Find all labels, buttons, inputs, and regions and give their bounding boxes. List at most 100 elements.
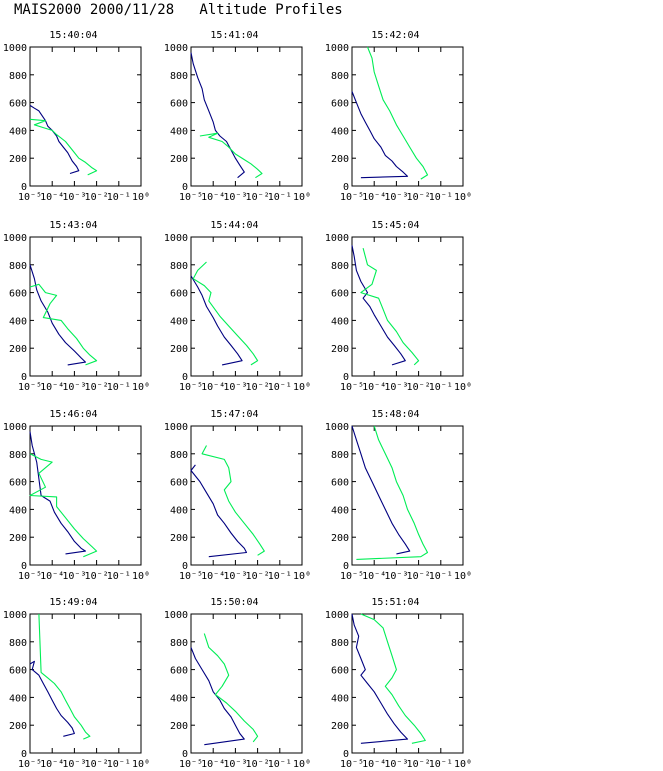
x-tick-label: 10⁻¹ [268,192,292,203]
y-tick-label: 800 [331,71,349,82]
profile-panel: 15:47:040200400600800100010⁻⁵10⁻⁴10⁻³10⁻… [164,409,311,582]
y-tick-label: 0 [182,561,188,572]
y-tick-label: 400 [9,693,27,704]
x-tick-label: 10⁻² [246,192,270,203]
profile-line [29,104,80,175]
x-tick-label: 10⁻¹ [429,759,453,770]
y-tick-label: 1000 [164,422,188,433]
x-tick-label: 10⁻⁴ [362,192,386,203]
x-tick-label: 10⁻⁴ [362,382,386,393]
x-tick-label: 10⁻⁴ [40,382,64,393]
x-tick-label: 10⁻³ [223,759,247,770]
x-tick-label: 10⁻¹ [268,382,292,393]
x-tick-label: 10⁻¹ [107,192,131,203]
y-tick-label: 1000 [3,422,27,433]
y-tick-label: 1000 [3,233,27,244]
x-tick-label: 10⁰ [454,382,472,393]
x-tick-label: 10⁻² [407,571,431,582]
x-tick-label: 10⁻³ [62,759,86,770]
profile-panel: 15:44:040200400600800100010⁻⁵10⁻⁴10⁻³10⁻… [164,220,311,393]
x-tick-label: 10⁻⁴ [201,571,225,582]
x-tick-label: 10⁻³ [384,759,408,770]
x-tick-label: 10⁻⁵ [179,382,203,393]
profile-line [190,464,248,558]
x-tick-label: 10⁻⁵ [340,192,364,203]
plot-frame [351,46,464,187]
profile-line [29,453,98,558]
profile-line [190,52,245,179]
y-tick-label: 600 [331,99,349,110]
y-tick-label: 1000 [325,610,349,621]
x-tick-label: 10⁻³ [384,192,408,203]
profile-panel: 15:41:040200400600800100010⁻⁵10⁻⁴10⁻³10⁻… [164,30,311,203]
panel-title: 15:51:04 [371,597,419,608]
x-tick-label: 10⁻² [246,759,270,770]
x-tick-label: 10⁻⁴ [362,571,386,582]
y-tick-label: 600 [9,666,27,677]
profile-line [199,132,263,179]
y-tick-label: 400 [170,126,188,137]
profile-line [29,264,87,366]
y-tick-label: 800 [170,638,188,649]
y-tick-label: 0 [21,749,27,760]
x-tick-label: 10⁻⁵ [18,382,42,393]
profile-line [356,425,429,560]
y-tick-label: 0 [182,372,188,383]
plot-frame [190,613,303,754]
x-tick-label: 10⁻⁵ [179,192,203,203]
y-tick-label: 200 [331,721,349,732]
y-tick-label: 200 [331,154,349,165]
y-tick-label: 600 [170,478,188,489]
y-tick-label: 1000 [164,233,188,244]
x-tick-label: 10⁰ [454,759,472,770]
y-tick-label: 600 [9,478,27,489]
x-tick-label: 10⁰ [132,571,150,582]
panel-title: 15:44:04 [210,220,258,231]
y-tick-label: 200 [170,533,188,544]
y-tick-label: 400 [9,126,27,137]
x-tick-label: 10⁻¹ [107,571,131,582]
y-tick-label: 200 [170,344,188,355]
y-tick-label: 0 [182,749,188,760]
plot-frame [351,425,464,566]
x-tick-label: 10⁻¹ [429,571,453,582]
y-tick-label: 400 [331,505,349,516]
x-tick-label: 10⁻⁵ [340,382,364,393]
y-tick-label: 200 [170,154,188,165]
x-tick-label: 10⁻¹ [429,192,453,203]
y-tick-label: 0 [21,561,27,572]
x-tick-label: 10⁻¹ [268,759,292,770]
x-tick-label: 10⁻² [407,192,431,203]
y-tick-label: 400 [170,316,188,327]
y-tick-label: 200 [9,533,27,544]
panel-title: 15:49:04 [49,597,97,608]
x-tick-label: 10⁻⁴ [201,759,225,770]
profile-panel: 15:42:040200400600800100010⁻⁵10⁻⁴10⁻³10⁻… [325,30,472,203]
y-tick-label: 600 [170,99,188,110]
y-tick-label: 600 [331,478,349,489]
y-tick-label: 200 [9,154,27,165]
x-tick-label: 10⁰ [454,571,472,582]
x-tick-label: 10⁻⁴ [40,571,64,582]
x-tick-label: 10⁰ [293,571,311,582]
x-tick-label: 10⁻² [246,571,270,582]
profile-panel: 15:49:040200400600800100010⁻⁵10⁻⁴10⁻³10⁻… [3,597,150,770]
y-tick-label: 800 [331,261,349,272]
plot-frame [29,425,142,566]
x-tick-label: 10⁻³ [223,192,247,203]
profile-line [190,647,245,746]
plot-frame [190,46,303,187]
plot-frame [190,236,303,377]
x-tick-label: 10⁻³ [62,192,86,203]
profile-line [360,247,420,366]
y-tick-label: 200 [331,533,349,544]
profile-line [29,283,98,366]
profile-panel: 15:46:040200400600800100010⁻⁵10⁻⁴10⁻³10⁻… [3,409,150,582]
panel-title: 15:47:04 [210,409,258,420]
x-tick-label: 10⁻² [85,759,109,770]
x-tick-label: 10⁰ [293,192,311,203]
y-tick-label: 0 [343,182,349,193]
profile-panel: 15:43:040200400600800100010⁻⁵10⁻⁴10⁻³10⁻… [3,220,150,393]
y-tick-label: 800 [170,71,188,82]
panel-title: 15:40:04 [49,30,97,41]
